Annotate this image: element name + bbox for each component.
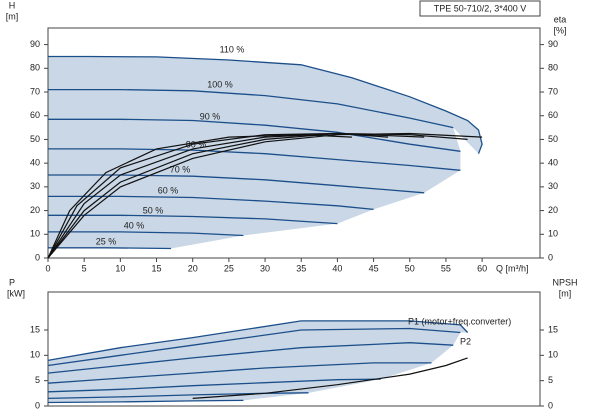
- y-axis-unit: [m]: [6, 11, 19, 21]
- curve: [48, 247, 172, 250]
- x-tick-label: 15: [152, 263, 162, 273]
- x-tick-label: 0: [45, 263, 50, 273]
- y-tick-label: 10: [30, 350, 40, 360]
- y2-tick-label: 80: [548, 63, 558, 73]
- title-box: [419, 0, 541, 17]
- x-axis-title: Q [m³/h]: [496, 263, 529, 273]
- efficiency-curve: [47, 132, 483, 259]
- y-tick-label: 40: [30, 158, 40, 168]
- y-tick-label: 50: [30, 134, 40, 144]
- operating-area: [48, 320, 468, 406]
- y2-axis-title: NPSH: [552, 277, 577, 287]
- y-axis-title: P: [9, 277, 15, 287]
- curve-label: 80 %: [186, 139, 207, 149]
- y2-axis-unit: [m]: [559, 288, 572, 298]
- plot-frame: [47, 27, 541, 259]
- y-tick-label: 80: [30, 63, 40, 73]
- curve: [47, 327, 461, 367]
- curve-label: 25 %: [96, 236, 117, 246]
- curve: [48, 148, 461, 171]
- y-tick-label: 30: [30, 181, 40, 191]
- y2-tick-label: 15: [548, 324, 558, 334]
- curve-label: 70 %: [170, 164, 191, 174]
- curve: [48, 174, 425, 194]
- y2-tick-label: 10: [548, 229, 558, 239]
- y-tick-label: 15: [30, 324, 40, 334]
- curve: [47, 362, 432, 384]
- y2-tick-label: 60: [548, 110, 558, 120]
- curve-label: 60 %: [158, 185, 179, 195]
- curve: [48, 88, 454, 129]
- x-tick-label: 50: [405, 263, 415, 273]
- x-tick-label: 30: [260, 263, 270, 273]
- x-tick-label: 45: [369, 263, 379, 273]
- x-tick-label: 10: [115, 263, 125, 273]
- curve: [48, 55, 483, 154]
- curve-label: 90 %: [200, 111, 221, 121]
- plot-frame: [47, 291, 541, 407]
- y2-tick-label: 10: [548, 350, 558, 360]
- efficiency-curve: [47, 132, 468, 259]
- curve-label: P1 (motor+freq.converter): [408, 316, 511, 326]
- curve-label: 40 %: [124, 220, 145, 230]
- x-tick-label: 20: [188, 263, 198, 273]
- y2-tick-label: 90: [548, 39, 558, 49]
- efficiency-curve: [192, 357, 468, 399]
- curve: [47, 378, 381, 393]
- curve: [48, 118, 461, 152]
- y-tick-label: 60: [30, 110, 40, 120]
- y2-tick-label: 50: [548, 134, 558, 144]
- curve: [47, 392, 309, 400]
- y-axis-unit: [kW]: [7, 288, 25, 298]
- operating-area: [48, 56, 483, 258]
- curve-label: 110 %: [220, 44, 245, 54]
- chart-title: TPE 50-710/2, 3*400 V: [434, 3, 527, 13]
- curve-label: 50 %: [143, 205, 164, 215]
- efficiency-curve: [47, 132, 389, 259]
- y2-tick-label: 0: [548, 252, 553, 262]
- y2-tick-label: 5: [548, 375, 553, 385]
- efficiency-curve: [47, 134, 352, 259]
- curve-label: P2: [460, 336, 471, 346]
- curve: [48, 214, 338, 225]
- curve: [48, 231, 244, 237]
- y2-tick-label: 70: [548, 86, 558, 96]
- y-tick-label: 20: [30, 205, 40, 215]
- y2-axis-title: eta: [554, 14, 567, 24]
- curve: [47, 342, 454, 374]
- x-tick-label: 35: [296, 263, 306, 273]
- y-tick-label: 0: [35, 400, 40, 410]
- x-tick-label: 25: [224, 263, 234, 273]
- y2-tick-label: 30: [548, 181, 558, 191]
- y-axis-title: H: [9, 0, 16, 10]
- y2-tick-label: 40: [548, 158, 558, 168]
- x-tick-label: 60: [477, 263, 487, 273]
- y-tick-label: 10: [30, 229, 40, 239]
- y2-axis-unit: [%]: [553, 25, 566, 35]
- y-tick-label: 90: [30, 39, 40, 49]
- y-tick-label: 0: [35, 252, 40, 262]
- y2-tick-label: 20: [548, 205, 558, 215]
- x-tick-label: 40: [332, 263, 342, 273]
- x-tick-label: 55: [441, 263, 451, 273]
- curve: [47, 320, 469, 362]
- y2-tick-label: 0: [548, 400, 553, 410]
- x-tick-label: 5: [82, 263, 87, 273]
- curve-label: 100 %: [207, 79, 233, 89]
- y-tick-label: 70: [30, 86, 40, 96]
- curve: [47, 399, 244, 404]
- y-tick-label: 5: [35, 375, 40, 385]
